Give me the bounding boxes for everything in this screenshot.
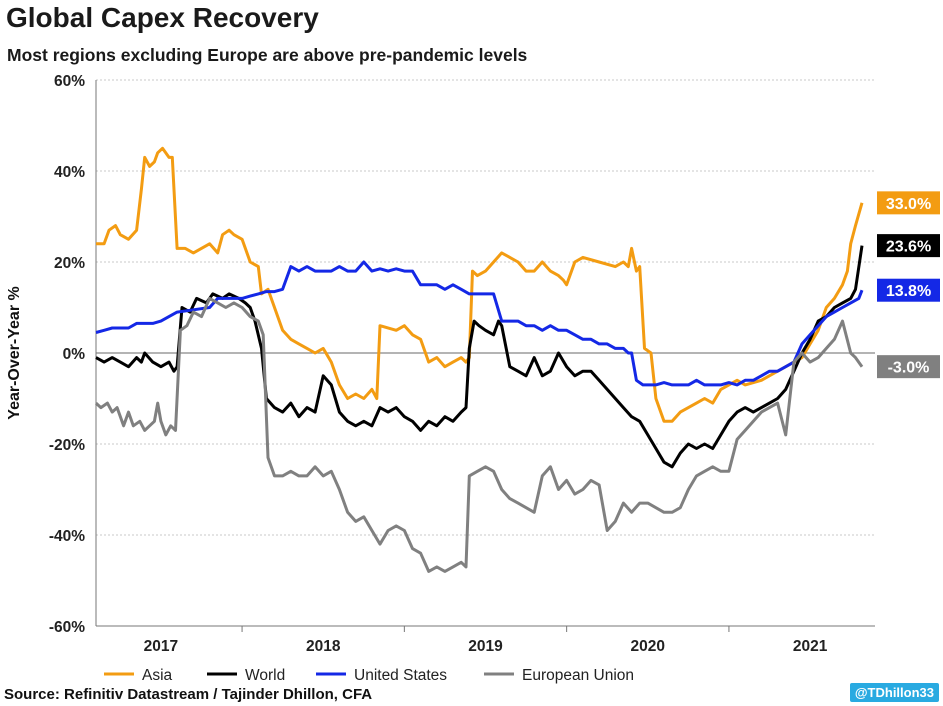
- end-label-box-asia: [877, 191, 940, 215]
- series-line-world: [95, 245, 864, 469]
- legend: Asia World United States European Union: [104, 667, 634, 684]
- grid-lines: [96, 79, 875, 627]
- y-tick-label: 60%: [54, 73, 85, 90]
- end-label-world: 23.6%: [886, 239, 931, 256]
- end-label-european-union: -3.0%: [888, 360, 930, 377]
- end-label-united-states: 13.8%: [886, 283, 931, 300]
- y-tick-label: -20%: [49, 437, 85, 454]
- y-tick-label: 0%: [63, 346, 86, 363]
- x-tick-label: 2021: [793, 638, 828, 655]
- source-note: Source: Refinitiv Datastream / Tajinder …: [4, 686, 373, 703]
- legend-label-united-states: United States: [354, 667, 447, 684]
- series-lines: [94, 146, 864, 573]
- y-tick-label: 40%: [54, 164, 85, 181]
- x-tick-label: 2020: [631, 638, 665, 655]
- y-tick-label: 20%: [54, 255, 85, 272]
- x-tick-label: 2018: [306, 638, 341, 655]
- legend-label-european-union: European Union: [522, 667, 634, 684]
- y-tick-label: -40%: [49, 528, 85, 545]
- end-labels: 33.0% 23.6% 13.8% -3.0%: [877, 191, 940, 379]
- y-tick-label: -60%: [49, 619, 85, 636]
- axes: -60% -40% -20% 0% 20% 40% 60% 2017 2018 2019 2020 2…: [49, 73, 875, 655]
- twitter-handle-badge[interactable]: @TDhillon33: [849, 683, 939, 702]
- chart-subtitle: Most regions excluding Europe are above …: [7, 45, 528, 65]
- legend-label-asia: Asia: [142, 667, 173, 684]
- end-label-box-united-states: [877, 278, 940, 302]
- end-label-box-world: [877, 234, 940, 258]
- legend-label-world: World: [245, 667, 285, 684]
- end-label-box-european-union: [877, 355, 940, 379]
- x-tick-label: 2017: [144, 638, 178, 655]
- series-line-asia: [96, 146, 864, 423]
- chart-title: Global Capex Recovery: [6, 2, 319, 33]
- series-line-united-states: [95, 260, 864, 387]
- series-line-european-union: [94, 296, 864, 573]
- y-axis-label: Year-Over-Year %: [6, 286, 23, 419]
- x-tick-label: 2019: [468, 638, 503, 655]
- end-label-asia: 33.0%: [886, 196, 931, 213]
